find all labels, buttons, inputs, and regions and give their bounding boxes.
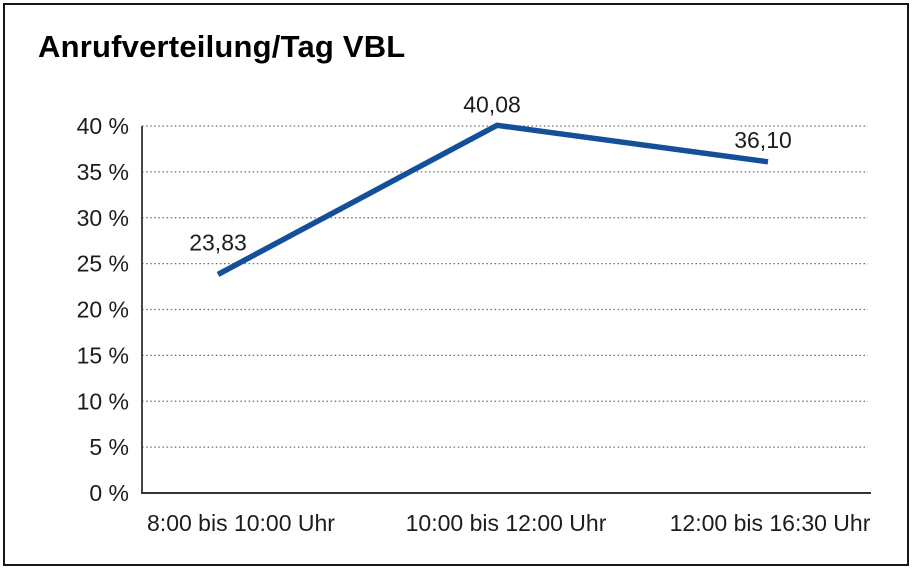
x-category-label: 12:00 bis 16:30 Uhr: [670, 510, 871, 536]
y-tick-label: 5 %: [89, 434, 129, 460]
data-point-label: 36,10: [734, 127, 792, 153]
y-tick-label: 40 %: [77, 113, 129, 139]
data-point-label: 40,08: [463, 91, 521, 117]
chart-title: Anrufverteilung/Tag VBL: [38, 29, 406, 64]
chart-frame: [3, 3, 909, 566]
y-tick-label: 0 %: [89, 480, 129, 506]
data-point-label: 23,83: [189, 229, 247, 255]
x-category-label: 10:00 bis 12:00 Uhr: [406, 510, 607, 536]
x-category-label: 8:00 bis 10:00 Uhr: [147, 510, 335, 536]
y-tick-label: 25 %: [77, 251, 129, 277]
y-tick-label: 15 %: [77, 342, 129, 368]
y-tick-label: 35 %: [77, 159, 129, 185]
y-tick-label: 20 %: [77, 297, 129, 323]
y-tick-label: 10 %: [77, 388, 129, 414]
data-series-line: [216, 122, 769, 277]
y-tick-label: 30 %: [77, 205, 129, 231]
